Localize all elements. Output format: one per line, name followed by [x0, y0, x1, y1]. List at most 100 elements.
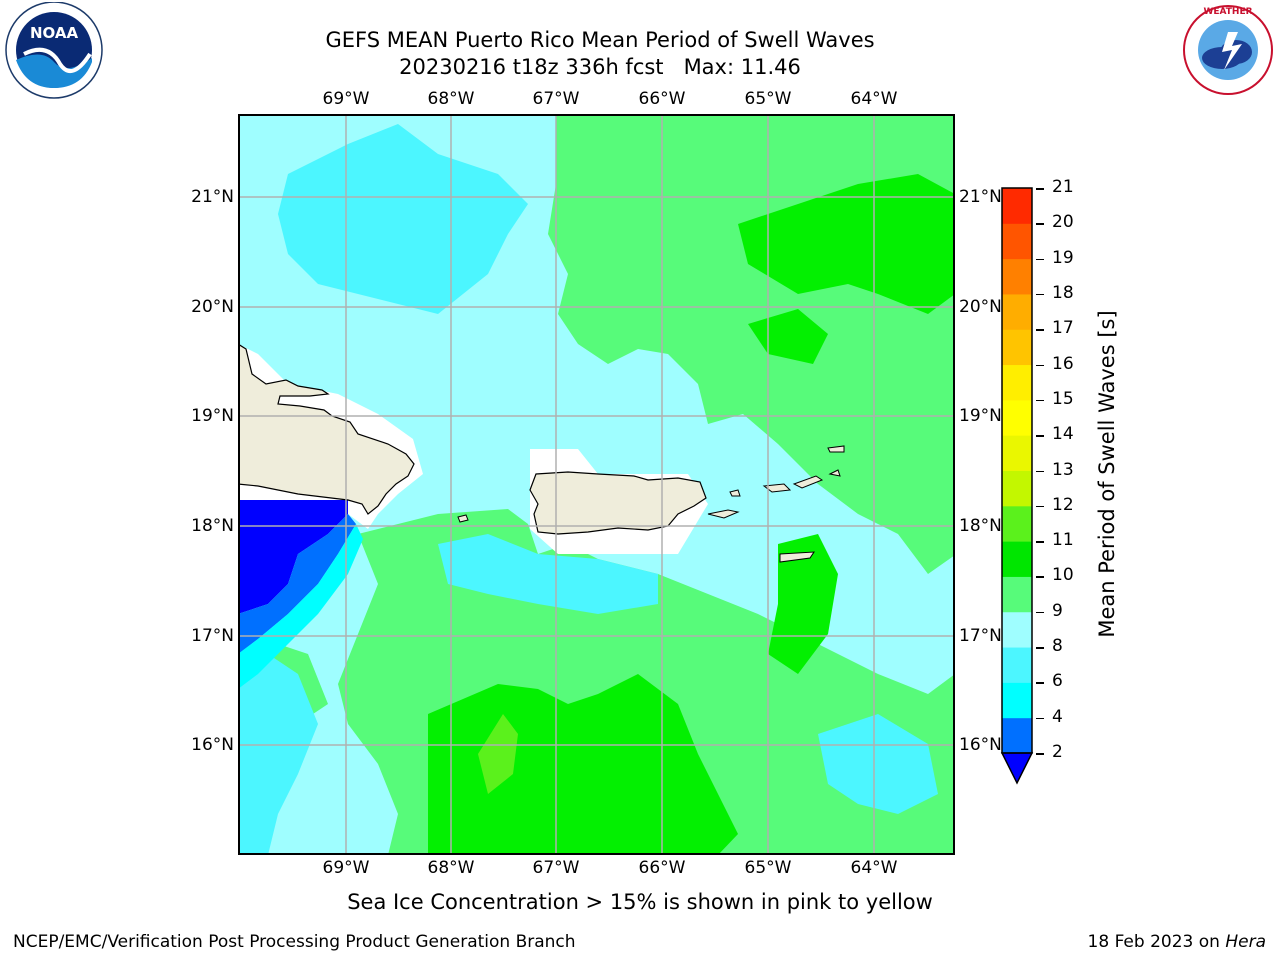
colorbar-tick-label: 10 [1052, 565, 1074, 586]
land-st-croix [779, 551, 815, 563]
lat-label-right: 21°N [959, 187, 1002, 207]
svg-text:WEATHER: WEATHER [1203, 7, 1252, 17]
colorbar-tick-mark [1036, 364, 1044, 367]
colorbar-tick-label: 8 [1052, 636, 1063, 657]
field-10-11s-usvi [768, 534, 838, 674]
colorbar-segment [1002, 505, 1032, 542]
colorbar-frame [1001, 187, 1033, 754]
lon-label-bottom: 65°W [744, 858, 792, 878]
colorbar-segment [1002, 611, 1032, 648]
colorbar-segment [1002, 682, 1032, 719]
footer-date: 18 Feb 2023 on Hera [1088, 932, 1266, 952]
lat-label-right: 17°N [959, 626, 1002, 646]
colorbar-segment [1002, 647, 1032, 683]
colorbar-tick-label: 20 [1052, 212, 1074, 233]
colorbar-tick-label: 16 [1052, 353, 1074, 374]
colorbar-tick-mark [1036, 541, 1044, 543]
colorbar-segment [1002, 399, 1032, 436]
colorbar-tick-label: 18 [1052, 282, 1074, 303]
lon-label-top: 68°W [427, 89, 475, 109]
lat-label-left: 17°N [191, 626, 234, 646]
lat-label-left: 19°N [191, 406, 234, 426]
colorbar-tick-mark [1036, 258, 1044, 261]
footer-branch: NCEP/EMC/Verification Post Processing Pr… [13, 932, 576, 952]
colorbar-tick-label: 21 [1052, 177, 1074, 197]
colorbar-tick-mark [1036, 329, 1044, 331]
colorbar-tick-label: 13 [1052, 459, 1074, 480]
colorbar-tick-label: 15 [1052, 388, 1074, 409]
colorbar-tick-mark [1036, 682, 1044, 684]
swell-period-map [238, 114, 955, 855]
lon-label-top: 67°W [532, 89, 580, 109]
sea-ice-note: Sea Ice Concentration > 15% is shown in … [347, 890, 933, 914]
lon-label-top: 69°W [322, 89, 370, 109]
field-6-8s-north [278, 124, 528, 314]
lon-label-bottom: 67°W [532, 858, 580, 878]
colorbar-tick-label: 19 [1052, 247, 1074, 268]
colorbar-ticks: 2 4 6 8 9 10 11 12 13 14 15 16 17 18 19 20 21 [1036, 177, 1084, 762]
graticule [238, 114, 955, 855]
lon-label-top: 66°W [638, 89, 686, 109]
colorbar-tick-mark [1036, 293, 1044, 296]
lon-label-bottom: 64°W [850, 858, 898, 878]
colorbar-tick-mark [1036, 188, 1044, 190]
colorbar-tick-mark [1036, 753, 1044, 755]
footer-machine: Hera [1225, 932, 1266, 952]
colorbar-tick-label: 11 [1052, 530, 1074, 551]
colorbar-segment [1002, 293, 1032, 330]
field-10-11s-ne [738, 174, 954, 314]
land-st-thomas [762, 483, 792, 493]
colorbar-tick-mark [1036, 717, 1044, 720]
map-canvas [238, 114, 955, 855]
colorbar-segment [1002, 435, 1032, 471]
nws-logo: WEATHER [1176, 0, 1280, 100]
colorbar-tick-mark [1036, 223, 1044, 225]
footer-date-text: 18 Feb 2023 on [1087, 932, 1226, 952]
colorbar-segment [1002, 329, 1032, 366]
lat-label-right: 16°N [959, 735, 1002, 755]
map-subtitle: 20230216 t18z 336h fcst Max: 11.46 [399, 55, 801, 79]
colorbar-tick-mark [1036, 435, 1044, 437]
colorbar-tick-label: 12 [1052, 494, 1074, 515]
lat-label-left: 18°N [191, 516, 234, 536]
colorbar [1000, 186, 1036, 786]
lat-label-left: 16°N [191, 735, 234, 755]
lon-label-top: 64°W [850, 89, 898, 109]
colorbar-tick-mark [1036, 611, 1044, 614]
field-6-8s-pr-south [438, 534, 658, 614]
lon-label-bottom: 68°W [427, 858, 475, 878]
colorbar-segment [1002, 576, 1032, 613]
map-title: GEFS MEAN Puerto Rico Mean Period of Swe… [325, 28, 875, 52]
colorbar-tick-mark [1036, 505, 1044, 508]
land-vieques [707, 509, 740, 519]
field-below-2s [239, 500, 348, 614]
colorbar-segment [1002, 188, 1032, 224]
colorbar-tick-label: 2 [1052, 742, 1063, 762]
lon-label-bottom: 69°W [322, 858, 370, 878]
lon-label-top: 65°W [744, 89, 792, 109]
land-anegada [828, 469, 841, 477]
field-11-12s [478, 714, 518, 794]
colorbar-tick-mark [1036, 399, 1044, 402]
colorbar-tick-label: 9 [1052, 600, 1063, 621]
lat-label-right: 18°N [959, 516, 1002, 536]
lat-label-left: 21°N [191, 187, 234, 207]
land-culebra [729, 489, 741, 497]
land-mona-island [457, 514, 469, 523]
colorbar-tick-label: 6 [1052, 671, 1063, 692]
field-6-8s-southeast [818, 714, 938, 814]
field-4-6s [239, 524, 363, 689]
colorbar-segment [1002, 223, 1032, 260]
map-frame [238, 114, 955, 855]
land-st-john [792, 475, 824, 489]
colorbar-segment [1002, 470, 1032, 507]
lat-label-right: 19°N [959, 406, 1002, 426]
colorbar-segment [1002, 258, 1032, 295]
land-hispaniola [239, 343, 415, 515]
colorbar-tick-label: 4 [1052, 706, 1063, 727]
colorbar-tick-mark [1036, 576, 1044, 578]
colorbar-segment [1002, 364, 1032, 401]
lat-label-right: 20°N [959, 297, 1002, 317]
colorbar-segment [1002, 541, 1032, 577]
land-bvi [827, 445, 845, 453]
